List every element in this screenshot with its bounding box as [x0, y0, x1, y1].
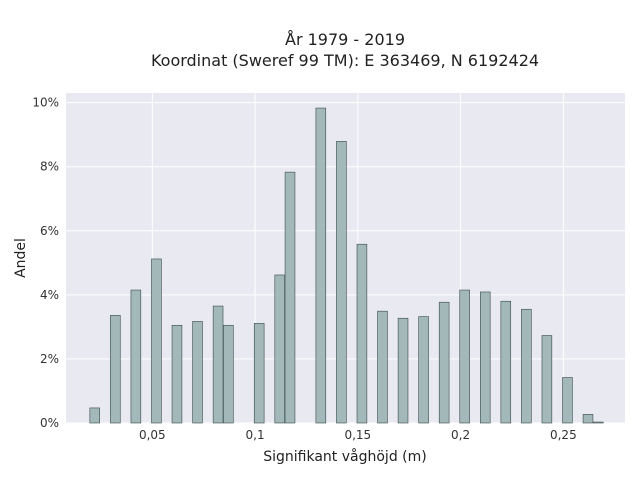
x-tick-label: 0,1: [246, 428, 265, 442]
y-tick-label: 0%: [40, 416, 59, 430]
histogram-bar: [212, 305, 224, 424]
histogram-bar: [284, 171, 296, 424]
histogram-bar: [593, 421, 604, 424]
histogram-bar: [253, 323, 265, 424]
histogram-bar: [397, 317, 409, 424]
histogram-bar: [521, 308, 532, 424]
histogram-bar: [274, 274, 285, 424]
x-axis-ticks: 0,05 0,1 0,15 0,2 0,25: [139, 428, 577, 442]
chart-title: År 1979 - 2019: [285, 30, 405, 49]
bars: [89, 107, 604, 424]
y-tick-label: 4%: [40, 288, 59, 302]
histogram-bar: [223, 324, 234, 424]
histogram-bar: [418, 316, 429, 424]
histogram-bar: [110, 315, 121, 424]
y-tick-label: 2%: [40, 352, 59, 366]
x-tick-label: 0,05: [139, 428, 166, 442]
histogram-bar: [171, 324, 183, 424]
y-axis-ticks: 0% 2% 4% 6% 8% 10%: [32, 96, 59, 430]
histogram-bar: [377, 310, 388, 424]
histogram-bar: [500, 300, 512, 424]
x-tick-label: 0,2: [451, 428, 470, 442]
x-tick-label: 0,15: [344, 428, 371, 442]
y-tick-label: 8%: [40, 160, 59, 174]
x-axis-label: Signifikant våghöjd (m): [263, 448, 426, 465]
x-tick-label: 0,25: [550, 428, 577, 442]
histogram-bar: [130, 289, 142, 424]
histogram-bar: [356, 243, 368, 424]
histogram-bar: [582, 414, 594, 424]
histogram-bar: [438, 301, 450, 424]
chart-subtitle: Koordinat (Sweref 99 TM): E 363469, N 61…: [151, 51, 539, 70]
histogram-bar: [192, 321, 203, 424]
histogram-bar: [459, 289, 470, 424]
y-tick-label: 6%: [40, 224, 59, 238]
histogram-bar: [151, 258, 162, 424]
histogram-bar: [562, 377, 573, 424]
histogram-bar: [89, 407, 101, 424]
histogram-bar: [480, 291, 491, 424]
histogram-bar: [336, 141, 347, 424]
histogram-bar: [315, 107, 327, 424]
y-tick-label: 10%: [32, 96, 59, 110]
histogram-bar: [541, 335, 553, 424]
y-axis-label: Andel: [13, 238, 29, 278]
